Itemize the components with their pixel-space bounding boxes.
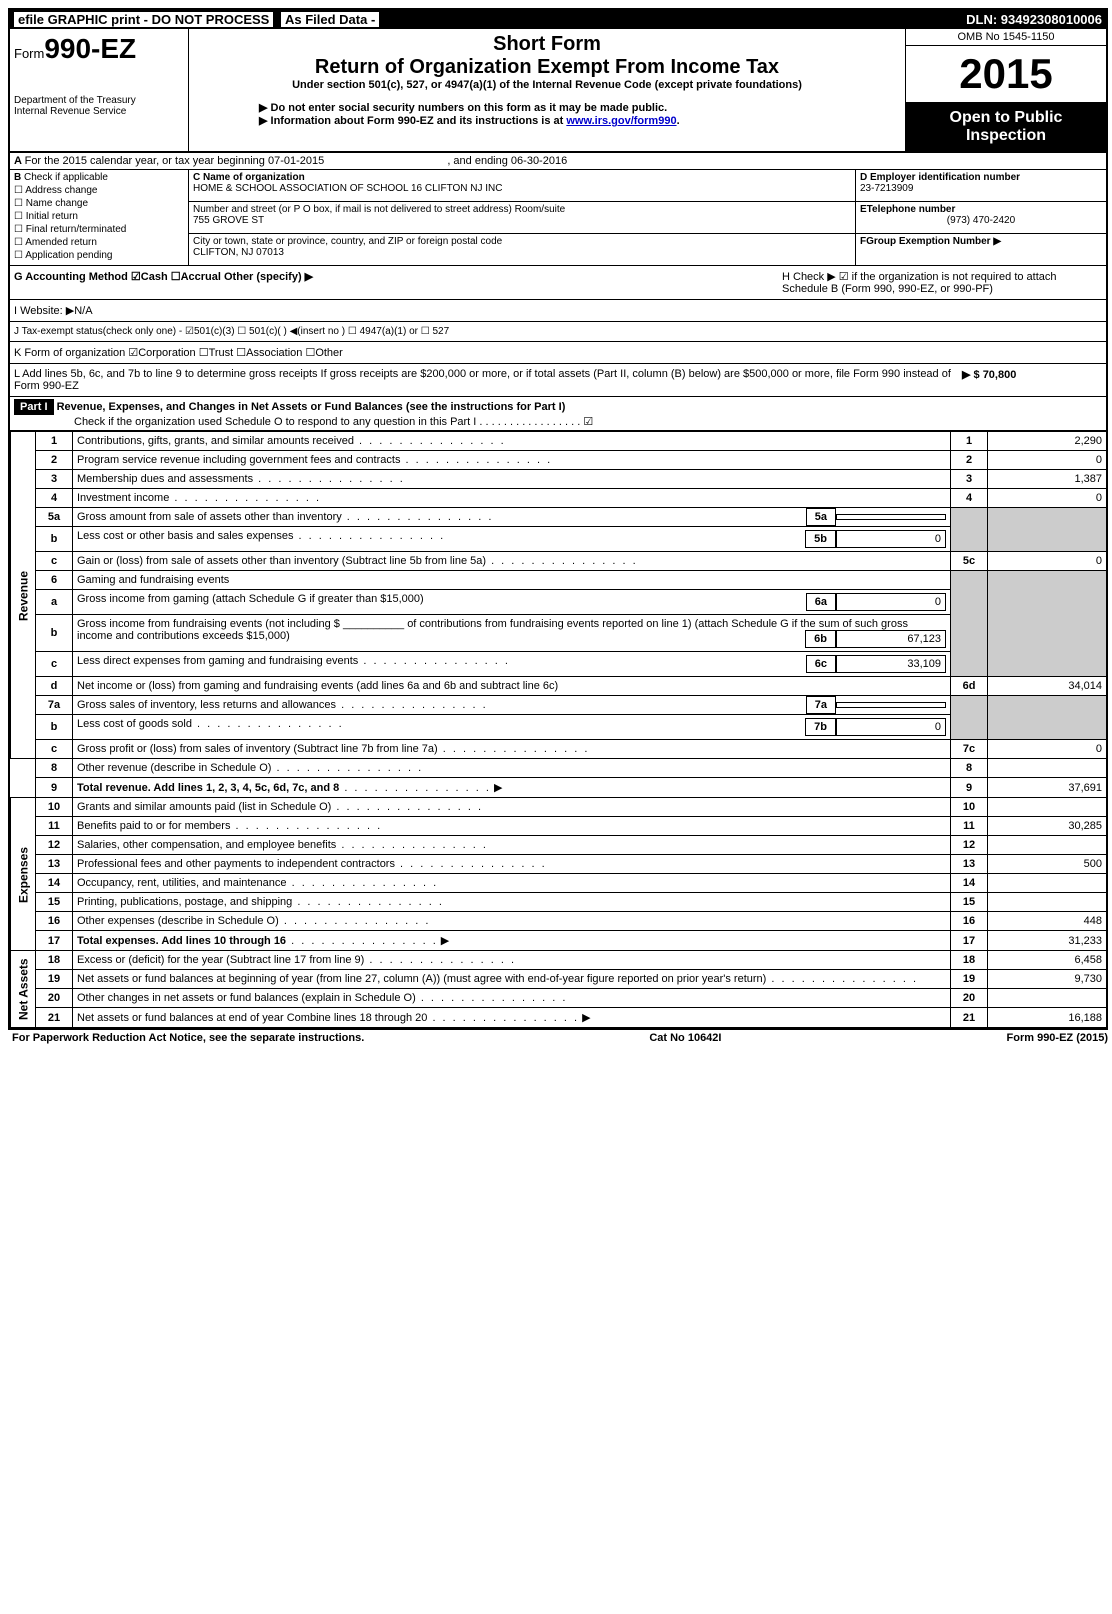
chk-amended[interactable]: Amended return <box>14 237 184 248</box>
schedule-b-check: H Check ▶ ☑ if the organization is not r… <box>782 270 1102 295</box>
org-name: HOME & SCHOOL ASSOCIATION OF SCHOOL 16 C… <box>193 183 503 194</box>
short-form: Short Form <box>199 33 895 56</box>
tax-exempt-status: J Tax-exempt status(check only one) - ☑5… <box>10 322 1106 342</box>
form-footer: Form 990-EZ (2015) <box>1007 1032 1108 1044</box>
header-row: Form990-EZ Department of the Treasury In… <box>10 29 1106 153</box>
revenue-table: Revenue 1Contributions, gifts, grants, a… <box>10 431 1106 1028</box>
tax-year: 2015 <box>906 46 1106 103</box>
form-number: 990-EZ <box>44 33 136 64</box>
chk-name[interactable]: Name change <box>14 198 184 209</box>
org-city: CLIFTON, NJ 07013 <box>193 247 284 258</box>
irs-link[interactable]: www.irs.gov/form990 <box>566 115 676 127</box>
chk-final[interactable]: Final return/terminated <box>14 224 184 235</box>
line-l: L Add lines 5b, 6c, and 7b to line 9 to … <box>10 364 1106 397</box>
footer: For Paperwork Reduction Act Notice, see … <box>8 1030 1112 1046</box>
chk-initial[interactable]: Initial return <box>14 211 184 222</box>
cat-no: Cat No 10642I <box>649 1032 721 1044</box>
form-label: Form <box>14 46 44 61</box>
netassets-label: Net Assets <box>11 951 36 1028</box>
dept1: Department of the Treasury <box>14 95 184 106</box>
group-exemption: FGroup Exemption Number ▶ <box>860 236 1001 247</box>
omb: OMB No 1545-1150 <box>906 29 1106 46</box>
under-section: Under section 501(c), 527, or 4947(a)(1)… <box>199 79 895 91</box>
line-gh: G Accounting Method ☑Cash ☐Accrual Other… <box>10 266 1106 300</box>
col-b: B Check if applicable Address change Nam… <box>10 170 189 265</box>
header-left: Form990-EZ Department of the Treasury In… <box>10 29 189 151</box>
header-right: OMB No 1545-1150 2015 Open to Public Ins… <box>905 29 1106 151</box>
revenue-label: Revenue <box>11 432 36 759</box>
open-public: Open to Public Inspection <box>906 103 1106 151</box>
col-c: C Name of organization HOME & SCHOOL ASS… <box>189 170 855 265</box>
bullet2-pre: ▶ Information about Form 990-EZ and its … <box>259 115 566 127</box>
ein: 23-7213909 <box>860 183 913 194</box>
paperwork-notice: For Paperwork Reduction Act Notice, see … <box>12 1032 364 1044</box>
top-bar: efile GRAPHIC print - DO NOT PROCESS As … <box>10 10 1106 29</box>
phone: (973) 470-2420 <box>860 215 1102 226</box>
dln-label: DLN: 93492308010006 <box>966 12 1102 27</box>
gross-receipts: ▶ $ 70,800 <box>962 368 1102 392</box>
asfiled-label: As Filed Data - <box>281 12 379 27</box>
part1-header: Part I Revenue, Expenses, and Changes in… <box>10 397 1106 431</box>
header-center: Short Form Return of Organization Exempt… <box>189 29 905 151</box>
accounting-method: G Accounting Method ☑Cash ☐Accrual Other… <box>14 270 313 295</box>
dept2: Internal Revenue Service <box>14 106 184 117</box>
form-container: efile GRAPHIC print - DO NOT PROCESS As … <box>8 8 1108 1030</box>
section-bcdef: B Check if applicable Address change Nam… <box>10 170 1106 266</box>
col-def: D Employer identification number 23-7213… <box>855 170 1106 265</box>
bullet1: ▶ Do not enter social security numbers o… <box>259 101 895 114</box>
line-a: A For the 2015 calendar year, or tax yea… <box>10 153 1106 170</box>
efile-label: efile GRAPHIC print - DO NOT PROCESS <box>14 12 273 27</box>
org-address: 755 GROVE ST <box>193 215 264 226</box>
chk-address[interactable]: Address change <box>14 185 184 196</box>
return-title: Return of Organization Exempt From Incom… <box>199 56 895 79</box>
chk-pending[interactable]: Application pending <box>14 250 184 261</box>
website: I Website: ▶N/A <box>10 300 1106 322</box>
expenses-label: Expenses <box>11 798 36 951</box>
form-of-org: K Form of organization ☑Corporation ☐Tru… <box>10 342 1106 364</box>
